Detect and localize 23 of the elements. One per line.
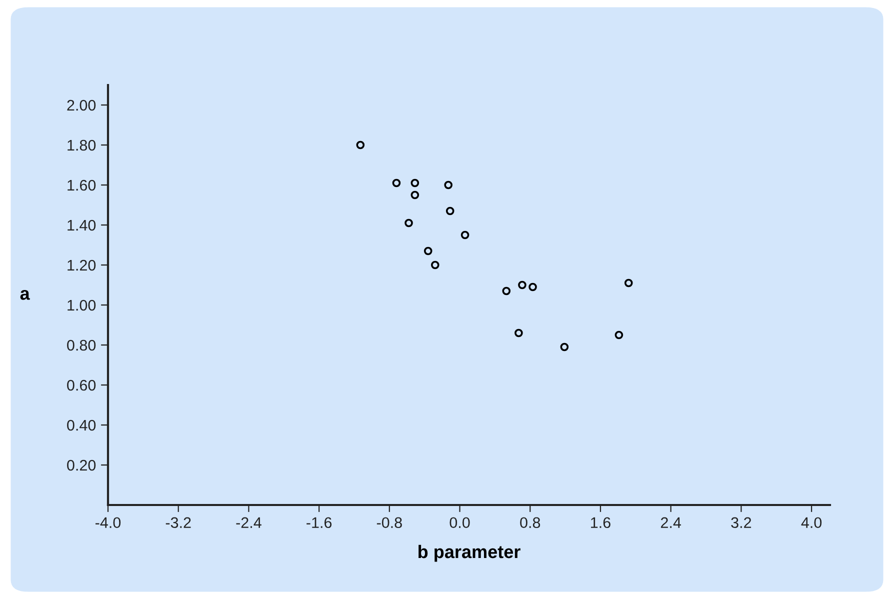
y-tick-label: 0.20 xyxy=(67,460,96,471)
x-tick-label: 0.0 xyxy=(450,517,470,528)
y-tick-label: 0.60 xyxy=(67,380,96,391)
x-tick-label: -3.2 xyxy=(166,517,191,528)
y-tick-label: 1.40 xyxy=(68,220,96,231)
y-axis-title: a xyxy=(20,290,30,300)
y-tick-label: 0.40 xyxy=(67,420,96,431)
x-tick-label: 0.8 xyxy=(520,517,540,528)
y-tick-label: 2.00 xyxy=(67,100,96,111)
x-tick-label: 4.0 xyxy=(801,517,822,528)
y-tick-label: 1.20 xyxy=(68,260,96,271)
x-tick-label: -2.4 xyxy=(236,517,262,528)
x-tick-label: -1.6 xyxy=(306,517,332,528)
y-tick-label: 1.00 xyxy=(68,300,96,311)
x-tick-label: 3.2 xyxy=(731,517,752,528)
y-tick-label: 1.60 xyxy=(68,180,96,191)
x-tick-label: -0.8 xyxy=(376,517,402,528)
x-tick-label: 1.6 xyxy=(591,517,610,528)
x-tick-label: 2.4 xyxy=(660,517,681,528)
y-tick-label: 1.80 xyxy=(68,140,96,151)
x-tick-label: -4.0 xyxy=(96,517,121,528)
y-tick-label: 0.80 xyxy=(67,340,96,351)
x-axis-title: b parameter xyxy=(418,544,520,562)
